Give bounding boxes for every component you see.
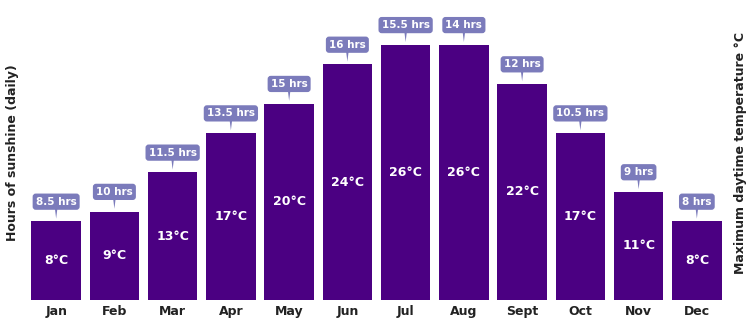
Text: 17°C: 17°C <box>564 210 597 223</box>
Text: 20°C: 20°C <box>273 195 306 208</box>
Text: 14 hrs: 14 hrs <box>446 20 483 42</box>
Text: 12 hrs: 12 hrs <box>504 59 541 81</box>
Y-axis label: Maximum daytime temperature °C: Maximum daytime temperature °C <box>734 32 748 274</box>
Text: 22°C: 22°C <box>505 185 538 199</box>
Text: 26°C: 26°C <box>389 166 422 179</box>
Bar <box>614 192 663 300</box>
Text: 24°C: 24°C <box>331 176 364 189</box>
Text: 11.5 hrs: 11.5 hrs <box>148 148 197 169</box>
Text: 8.5 hrs: 8.5 hrs <box>36 197 77 219</box>
Bar <box>148 172 197 300</box>
Text: 9°C: 9°C <box>102 249 127 262</box>
Text: 11°C: 11°C <box>622 239 655 252</box>
Text: 16 hrs: 16 hrs <box>329 40 366 62</box>
Text: 26°C: 26°C <box>447 166 480 179</box>
Bar <box>439 45 489 300</box>
Bar <box>32 221 81 300</box>
Text: 13.5 hrs: 13.5 hrs <box>207 109 255 130</box>
Bar <box>90 212 139 300</box>
Text: 17°C: 17°C <box>215 210 248 223</box>
Text: 10.5 hrs: 10.5 hrs <box>556 109 605 130</box>
Text: 13°C: 13°C <box>156 230 189 243</box>
Bar <box>556 133 605 300</box>
Bar <box>264 104 314 300</box>
Bar <box>322 64 372 300</box>
Text: 9 hrs: 9 hrs <box>624 167 654 189</box>
Text: 15 hrs: 15 hrs <box>271 79 307 101</box>
Text: 15.5 hrs: 15.5 hrs <box>382 20 430 42</box>
Text: 8°C: 8°C <box>684 254 709 267</box>
Y-axis label: Hours of sunshine (daily): Hours of sunshine (daily) <box>5 64 19 241</box>
Bar <box>206 133 255 300</box>
Bar <box>672 221 721 300</box>
Bar <box>498 84 547 300</box>
Text: 10 hrs: 10 hrs <box>96 187 133 209</box>
Text: 8°C: 8°C <box>44 254 69 267</box>
Text: 8 hrs: 8 hrs <box>682 197 712 219</box>
Bar <box>381 45 431 300</box>
